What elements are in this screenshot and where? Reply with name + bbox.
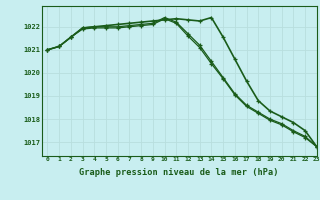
X-axis label: Graphe pression niveau de la mer (hPa): Graphe pression niveau de la mer (hPa) (79, 168, 279, 177)
